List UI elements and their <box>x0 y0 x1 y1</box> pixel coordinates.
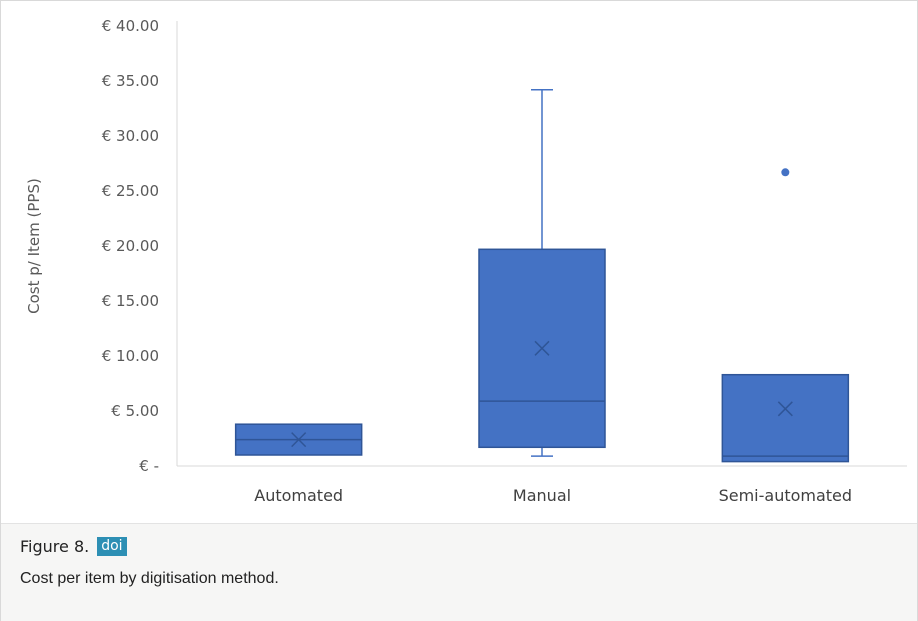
y-tick-label: € 40.00 <box>102 17 159 35</box>
y-tick-label: € 10.00 <box>102 347 159 365</box>
y-tick-label: € 15.00 <box>102 292 159 310</box>
outlier-point <box>781 168 790 177</box>
box-semi-automated <box>721 373 850 463</box>
mean-marker <box>291 432 307 448</box>
x-tick-label: Semi-automated <box>719 486 852 505</box>
y-axis-title: Cost p/ Item (PPS) <box>25 178 43 314</box>
mean-marker <box>534 340 550 356</box>
figure-label: Figure 8. <box>20 537 90 556</box>
x-tick-label: Automated <box>254 486 343 505</box>
chart-area: € - € 5.00 € 10.00 € 15.00 € 20.00 € 25.00 € 3… <box>1 1 917 523</box>
x-tick-label: Manual <box>513 486 571 505</box>
box-plot-chart: € - € 5.00 € 10.00 € 15.00 € 20.00 € 25.00 € 3… <box>25 17 907 505</box>
y-tick-label: € 30.00 <box>102 127 159 145</box>
y-tick-label: € 20.00 <box>102 237 159 255</box>
y-tick-label: € 35.00 <box>102 72 159 90</box>
figure-title: Figure 8. doi <box>20 537 127 556</box>
y-tick-label: € - <box>139 457 159 475</box>
y-tick-label: € 25.00 <box>102 182 159 200</box>
doi-link[interactable]: doi <box>97 537 127 556</box>
figure-caption: Figure 8. doi Cost per item by digitisat… <box>1 523 917 621</box>
mean-marker <box>777 401 793 417</box>
y-tick-label: € 5.00 <box>111 402 159 420</box>
figure-description: Cost per item by digitisation method. <box>20 570 279 587</box>
